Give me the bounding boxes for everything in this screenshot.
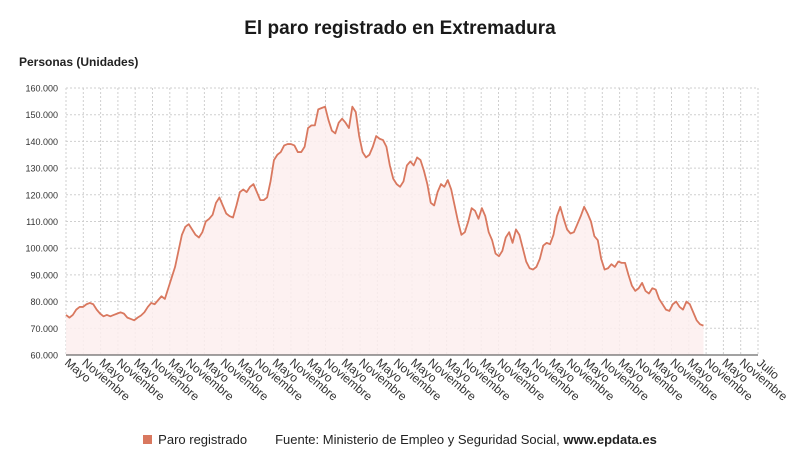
chart-title: El paro registrado en Extremadura: [244, 18, 556, 39]
y-axis-ticks: 60.000 70.000 80.000 90.000 100.000 110.000 12…: [25, 84, 58, 361]
series-area-fill: [66, 106, 704, 355]
legend-item: Paro registrado: [143, 432, 247, 447]
y-tick-label: 140.000: [25, 137, 58, 147]
source-prefix: Fuente: Ministerio de Empleo y Seguridad…: [275, 432, 564, 447]
y-axis-label: Personas (Unidades): [19, 55, 139, 69]
legend: Paro registrado Fuente: Ministerio de Emp…: [0, 432, 800, 447]
legend-swatch: [143, 435, 153, 445]
y-tick-label: 90.000: [30, 270, 58, 280]
source-note: Fuente: Ministerio de Empleo y Seguridad…: [275, 432, 657, 447]
source-site: www.epdata.es: [563, 432, 657, 447]
y-tick-label: 120.000: [25, 190, 58, 200]
y-tick-label: 130.000: [25, 164, 58, 174]
x-axis-ticks: MayoNoviembreMayoNoviembreMayoNoviembreM…: [62, 356, 790, 404]
y-tick-label: 150.000: [25, 110, 58, 120]
y-tick-label: 160.000: [25, 84, 58, 94]
y-tick-label: 70.000: [30, 324, 58, 334]
series-line: [65, 105, 704, 327]
y-tick-label: 80.000: [30, 297, 58, 307]
y-tick-label: 60.000: [30, 351, 58, 361]
legend-series-label: Paro registrado: [158, 432, 248, 447]
y-tick-label: 110.000: [26, 217, 58, 227]
y-tick-label: 100.000: [25, 244, 58, 254]
